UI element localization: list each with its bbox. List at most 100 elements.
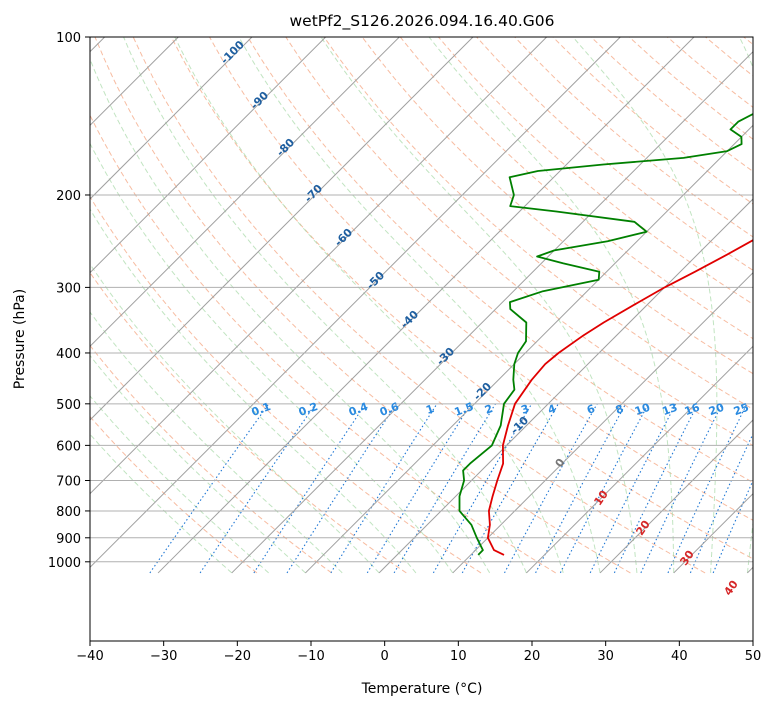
mixing-ratio-line xyxy=(286,403,397,574)
isotherm xyxy=(231,50,753,574)
x-tick-label: −40 xyxy=(76,649,103,664)
temperature-line xyxy=(487,239,753,556)
moist-adiabat-label: 40 xyxy=(721,578,741,598)
isotherm xyxy=(378,198,753,574)
mixing-ratio-label: 25 xyxy=(732,401,751,418)
y-tick-label: 700 xyxy=(56,475,81,490)
mixing-ratio-line xyxy=(253,403,367,574)
isotherm xyxy=(90,37,621,569)
mixing-ratio-line xyxy=(149,403,270,574)
mixing-ratio-label: 0.2 xyxy=(297,400,320,419)
y-tick-label: 100 xyxy=(56,31,81,46)
dry-adiabat xyxy=(247,37,753,484)
dry-adiabat xyxy=(170,37,753,560)
moist-adiabat xyxy=(320,37,638,573)
dry-adiabat-label: -60 xyxy=(332,226,355,249)
isotherm xyxy=(747,566,753,574)
x-tick-label: 0 xyxy=(381,649,389,664)
dry-adiabat xyxy=(705,37,753,77)
dry-adiabat-label: -50 xyxy=(364,269,387,292)
isotherm xyxy=(599,419,753,574)
dry-adiabat xyxy=(90,415,258,574)
isotherm xyxy=(452,271,753,574)
dry-adiabat xyxy=(323,37,753,410)
dry-adiabat-label: -80 xyxy=(274,136,297,159)
isotherm xyxy=(90,37,327,274)
isotherm xyxy=(157,37,695,574)
isotherm xyxy=(90,37,400,348)
y-tick-label: 1000 xyxy=(48,556,81,571)
moist-adiabat xyxy=(90,57,491,574)
mixing-ratio-label: 0.6 xyxy=(378,400,401,419)
mixing-ratio-line xyxy=(559,403,649,574)
moist-adiabat xyxy=(428,37,675,573)
mixing-ratio-label: 30 xyxy=(752,401,771,419)
axes: −40 −30 −20 −10 0 10 20 30 40 5010009008007006005… xyxy=(48,31,761,664)
dry-adiabat xyxy=(90,344,332,574)
y-tick-label: 300 xyxy=(56,281,81,296)
mixing-ratio-label: 20 xyxy=(707,401,726,419)
x-tick-label: 10 xyxy=(450,649,467,664)
mixing-ratio-line xyxy=(640,403,723,574)
moist-adiabat xyxy=(90,433,233,574)
moist-adiabat xyxy=(90,263,380,574)
x-tick-label: −30 xyxy=(150,649,177,664)
dry-adiabat-label: -100 xyxy=(218,38,247,67)
moist-adiabat xyxy=(174,37,564,574)
mixing-ratio-line xyxy=(589,403,677,574)
mixing-ratio-label: 6 xyxy=(585,402,597,417)
dry-adiabat xyxy=(285,37,753,447)
dry-adiabat xyxy=(514,37,753,238)
dry-adiabat xyxy=(132,37,706,574)
dry-adiabat xyxy=(209,37,753,521)
dry-adiabat xyxy=(90,114,556,574)
isotherm xyxy=(90,37,253,200)
dewpoint-line xyxy=(458,112,753,556)
background-lines xyxy=(90,37,753,574)
dry-adiabat xyxy=(476,37,753,271)
y-tick-label: 200 xyxy=(56,189,81,204)
mixing-ratio-label: 0.4 xyxy=(347,400,370,419)
y-tick-label: 600 xyxy=(56,439,81,454)
x-tick-label: 50 xyxy=(745,649,762,664)
plot-frame xyxy=(89,36,754,642)
moist-adiabat xyxy=(90,395,269,574)
mixing-ratio-line xyxy=(667,403,748,574)
y-axis-title: Pressure (hPa) xyxy=(12,289,28,389)
y-tick-label: 400 xyxy=(56,347,81,362)
mixing-ratio-line xyxy=(393,403,496,574)
moist-adiabat xyxy=(238,37,601,573)
y-tick-label: 900 xyxy=(56,532,81,547)
moist-adiabat xyxy=(90,208,417,574)
moist-adiabat-label: 20 xyxy=(633,518,653,538)
dry-adiabat xyxy=(552,37,753,205)
mixing-ratio-label: 4 xyxy=(546,402,558,417)
moist-adiabat xyxy=(123,37,527,574)
x-tick-label: 30 xyxy=(597,649,614,664)
dry-adiabat-label: -30 xyxy=(434,345,457,368)
dry-adiabat xyxy=(94,37,631,574)
y-tick-label: 800 xyxy=(56,505,81,520)
mixing-ratio-line xyxy=(504,403,598,574)
mixing-ratio-label: 1.5 xyxy=(453,400,476,419)
isotherm xyxy=(526,345,753,574)
profile-lines xyxy=(458,112,753,556)
moist-adiabat-label: 0 xyxy=(553,456,568,470)
moist-adiabat xyxy=(572,37,718,573)
moist-adiabat xyxy=(90,142,454,574)
mixing-ratio-label: 0.1 xyxy=(250,400,273,419)
x-tick-label: −10 xyxy=(297,649,324,664)
mixing-ratio-line xyxy=(330,403,438,574)
isotherm xyxy=(90,37,548,495)
isotherm xyxy=(305,124,753,574)
y-tick-label: 500 xyxy=(56,398,81,413)
mixing-ratio-label: 3 xyxy=(519,402,531,417)
dry-adiabat xyxy=(90,271,407,574)
isopleth-labels: -100-90-80-70-60-50-40-30-20-100.1 0.2 0.4… xyxy=(218,38,771,598)
mixing-ratio-label: 16 xyxy=(683,401,702,419)
dry-adiabat xyxy=(399,37,753,340)
dry-adiabat-label: -90 xyxy=(248,89,271,112)
dry-adiabat xyxy=(90,195,482,574)
mixing-ratio-line xyxy=(199,403,317,574)
